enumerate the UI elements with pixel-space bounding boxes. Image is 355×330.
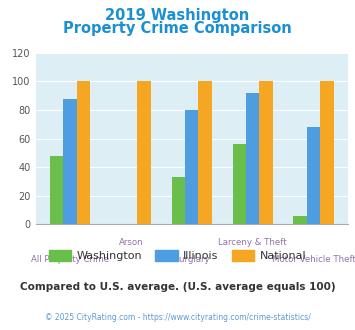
Bar <box>185 110 198 224</box>
Bar <box>320 82 334 224</box>
Bar <box>137 82 151 224</box>
Text: All Property Crime: All Property Crime <box>31 255 109 264</box>
Bar <box>246 93 260 224</box>
Bar <box>63 99 77 224</box>
Text: 2019 Washington: 2019 Washington <box>105 8 250 23</box>
Bar <box>77 82 90 224</box>
Text: Compared to U.S. average. (U.S. average equals 100): Compared to U.S. average. (U.S. average … <box>20 282 335 292</box>
Bar <box>294 216 307 224</box>
Bar <box>171 177 185 224</box>
Bar <box>198 82 212 224</box>
Bar <box>307 127 320 224</box>
Bar <box>50 156 63 224</box>
Bar <box>260 82 273 224</box>
Text: Larceny & Theft: Larceny & Theft <box>218 238 287 247</box>
Legend: Washington, Illinois, National: Washington, Illinois, National <box>44 246 311 266</box>
Text: © 2025 CityRating.com - https://www.cityrating.com/crime-statistics/: © 2025 CityRating.com - https://www.city… <box>45 314 310 322</box>
Bar <box>233 144 246 224</box>
Text: Burglary: Burglary <box>173 255 210 264</box>
Text: Property Crime Comparison: Property Crime Comparison <box>63 21 292 36</box>
Text: Motor Vehicle Theft: Motor Vehicle Theft <box>272 255 355 264</box>
Text: Arson: Arson <box>119 238 143 247</box>
